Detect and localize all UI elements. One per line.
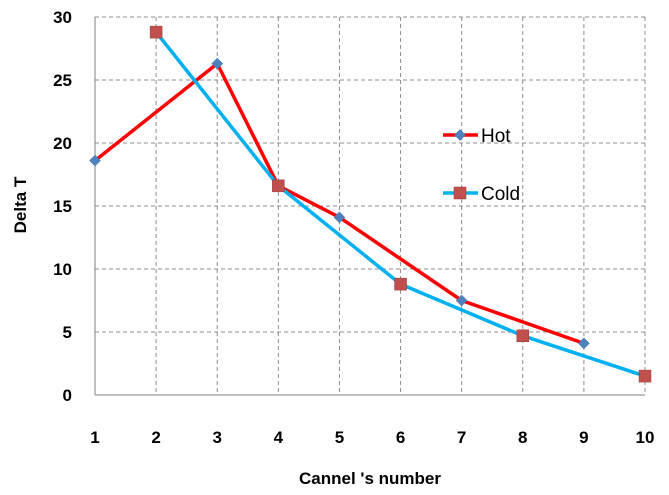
series-line-hot <box>93 61 585 345</box>
data-point-cold <box>638 369 652 383</box>
x-tick-label: 6 <box>396 428 405 447</box>
y-tick-label: 5 <box>63 323 72 342</box>
x-tick-label: 2 <box>151 428 160 447</box>
data-point-cold <box>149 25 163 39</box>
data-series <box>89 25 652 383</box>
x-tick-label: 9 <box>579 428 588 447</box>
x-tick-label: 8 <box>518 428 527 447</box>
y-tick-label: 10 <box>53 260 72 279</box>
x-tick-label: 10 <box>636 428 655 447</box>
data-point-cold <box>394 277 407 291</box>
legend-swatch-marker <box>453 186 467 200</box>
axes <box>94 17 645 396</box>
y-tick-label: 25 <box>53 71 72 90</box>
legend-swatch-marker <box>454 129 466 141</box>
y-tick-label: 15 <box>53 197 72 216</box>
y-tick-label: 0 <box>63 386 72 405</box>
legend-item-hot: Hot <box>443 126 511 147</box>
data-point-hot <box>89 154 101 167</box>
data-point-hot <box>578 337 590 350</box>
x-tick-label: 5 <box>335 428 344 447</box>
x-tick-label: 4 <box>274 428 284 447</box>
legend-item-cold: Cold <box>443 184 520 205</box>
y-tick-label: 20 <box>53 134 72 153</box>
tick-labels: 0 5 10 15 20 25 30 1 2 3 4 5 6 7 8 9 10 <box>53 8 654 447</box>
x-tick-label: 3 <box>212 428 221 447</box>
y-tick-label: 30 <box>53 8 72 27</box>
data-point-cold <box>516 329 530 343</box>
legend: Hot Cold <box>443 126 520 205</box>
data-point-cold <box>272 179 285 193</box>
x-axis-title: Cannel 's number <box>299 469 441 488</box>
x-tick-label: 7 <box>457 428 466 447</box>
x-tick-label: 1 <box>90 428 99 447</box>
gridlines <box>95 16 646 395</box>
legend-label: Hot <box>481 126 511 147</box>
data-point-hot <box>333 211 346 224</box>
legend-label: Cold <box>481 184 520 205</box>
data-point-hot <box>211 57 224 70</box>
data-point-hot <box>455 294 468 307</box>
y-axis-title: Delta T <box>11 176 30 233</box>
